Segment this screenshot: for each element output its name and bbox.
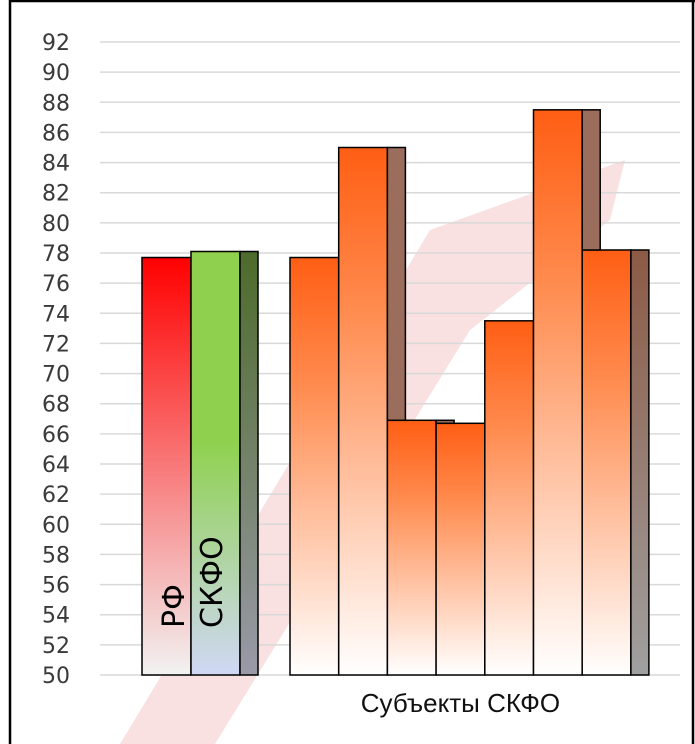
y-tick-label: 66 [42,423,70,448]
y-tick-label: 56 [42,574,70,599]
y-tick-label: 68 [42,393,70,418]
y-tick-label: 54 [42,604,70,629]
bar-side-face [630,249,650,676]
bar-subject [289,256,340,676]
group-label: Субъекты СКФО [361,688,560,718]
bar-subject [532,109,583,676]
y-tick-label: 92 [42,31,70,56]
y-tick-label: 86 [42,121,70,146]
bar-subject [435,422,486,676]
y-tick-label: 76 [42,272,70,297]
bar-subject [484,320,535,676]
bar-subject [337,146,389,676]
bar-side-face [386,146,407,422]
y-tick-label: 90 [42,61,70,86]
y-tick-label: 62 [42,483,70,508]
y-tick-label: 60 [42,513,70,538]
bar-reference [190,250,241,676]
y-tick-label: 74 [42,302,70,327]
bar-side-face [581,109,601,251]
y-tick-label: 72 [42,332,70,357]
y-tick-label: 84 [42,152,70,177]
bar-label-reference: РФ [157,584,192,628]
bar-subject [581,249,632,676]
y-axis-ticks: 50 52 54 56 58 60 62 64 66 68 70 72 74 76 78 80 82 84 86 88… [42,31,70,689]
y-tick-label: 70 [42,363,70,388]
labels: РФ СКФО Субъекты СКФО [157,536,560,718]
y-tick-label: 64 [42,453,70,478]
y-tick-label: 80 [42,212,70,237]
bar-label-reference: СКФО [195,536,230,628]
bar-subject [386,419,437,676]
bar-side-face [435,419,455,425]
y-tick-label: 82 [42,182,70,207]
bar-side-face [239,250,259,676]
y-tick-label: 52 [42,634,70,659]
y-tick-label: 58 [42,543,70,568]
y-tick-label: 78 [42,242,70,267]
bars [141,109,650,676]
y-tick-label: 50 [42,664,70,689]
y-tick-label: 88 [42,91,70,116]
